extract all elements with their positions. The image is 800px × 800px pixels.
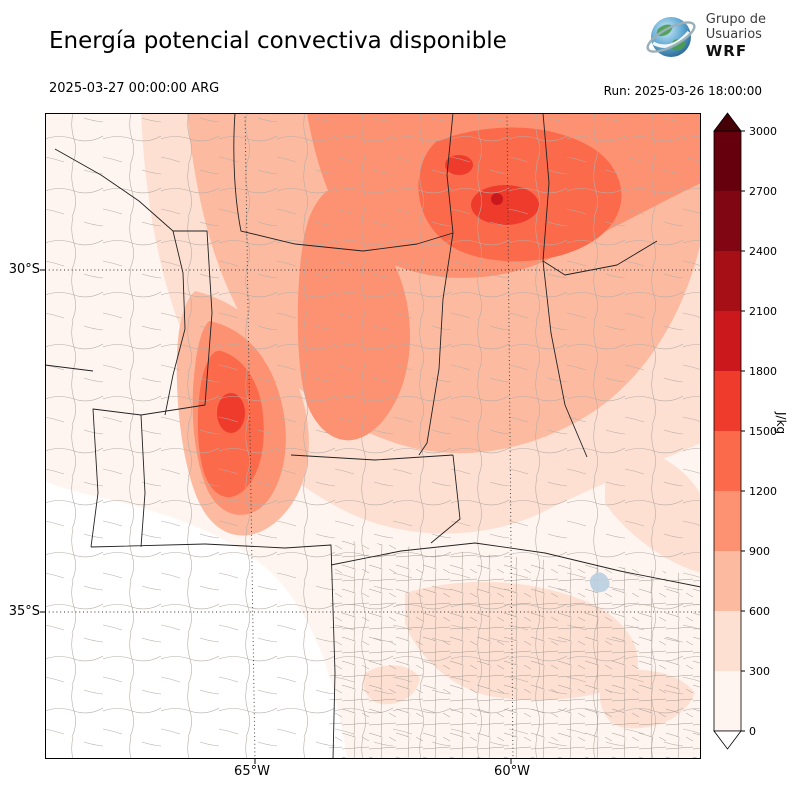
svg-text:0: 0 (749, 725, 756, 738)
lat-tick-30s: 30°S (8, 262, 40, 277)
axis-ticks (40, 269, 512, 764)
svg-text:900: 900 (749, 545, 770, 558)
svg-text:1500: 1500 (749, 425, 777, 438)
river-delta (589, 572, 610, 593)
svg-text:3000: 3000 (749, 125, 777, 138)
svg-text:2400: 2400 (749, 245, 777, 258)
map-plot (40, 113, 701, 764)
lon-tick-60w: 60°W (494, 764, 530, 779)
lat-tick-35s: 35°S (8, 604, 40, 619)
cape-map-svg (40, 113, 701, 764)
colorbar: 0 300 600 900 1200 1500 1800 2100 2400 2700 3000 (713, 112, 777, 750)
svg-text:1200: 1200 (749, 485, 777, 498)
department-boundaries (45, 113, 701, 759)
valid-time-label: 2025-03-27 00:00:00 ARG (49, 81, 220, 96)
colorbar-unit-label: J/kg (774, 412, 788, 435)
page-title: Energía potencial convectiva disponible (49, 28, 507, 54)
run-time-label: Run: 2025-03-26 18:00:00 (603, 84, 762, 98)
logo-line-1: Grupo de (705, 12, 766, 28)
svg-text:600: 600 (749, 605, 770, 618)
svg-text:300: 300 (749, 665, 770, 678)
lon-tick-65w: 65°W (234, 764, 270, 779)
svg-text:2700: 2700 (749, 185, 777, 198)
logo-line-wrf: WRF (705, 42, 748, 61)
wrf-logo: Grupo de Usuarios WRF (644, 10, 766, 64)
logo-text: Grupo de Usuarios WRF (705, 12, 766, 61)
svg-text:1800: 1800 (749, 365, 777, 378)
map-border (45, 113, 701, 759)
logo-line-2: Usuarios (705, 27, 762, 43)
province-boundaries (45, 113, 701, 759)
globe-icon (646, 17, 696, 57)
svg-text:2100: 2100 (749, 305, 777, 318)
